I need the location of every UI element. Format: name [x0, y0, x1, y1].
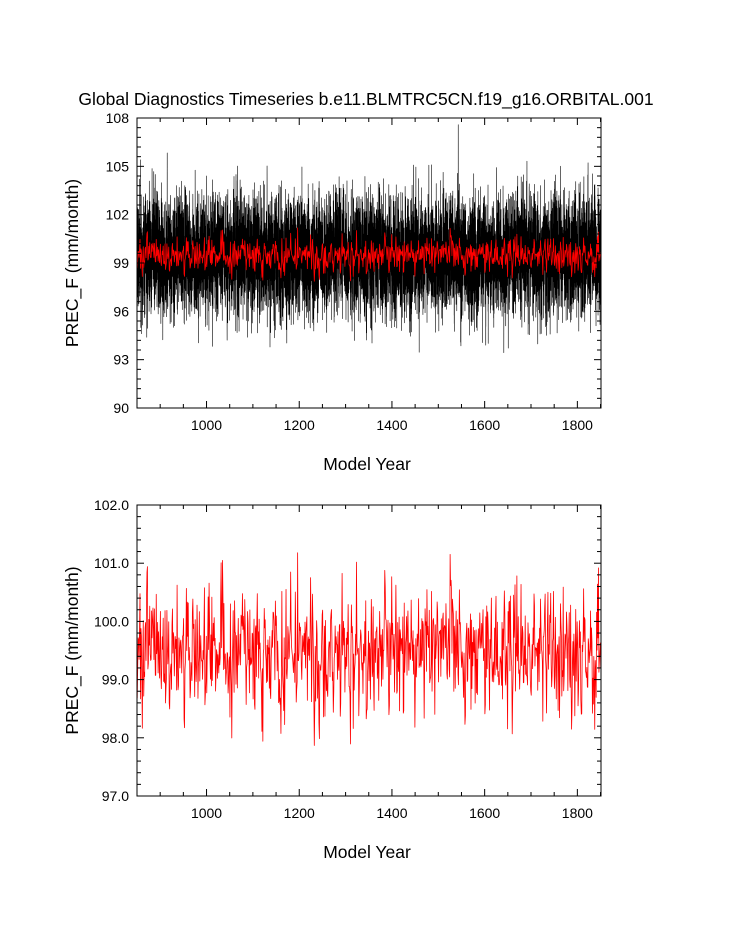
x-axis-label: Model Year: [323, 842, 411, 862]
x-tick-label: 1200: [284, 417, 315, 433]
y-tick-label: 90: [113, 400, 129, 416]
x-tick-label: 1000: [191, 805, 222, 821]
y-axis-label: PREC_F (mm/month): [62, 566, 83, 734]
y-tick-label: 100.0: [94, 613, 129, 629]
y-axis-label: PREC_F (mm/month): [62, 179, 83, 347]
y-tick-label: 93: [113, 352, 129, 368]
y-tick-label: 108: [106, 110, 130, 126]
series-line-monthly: [137, 124, 601, 353]
y-tick-label: 98.0: [102, 730, 129, 746]
y-tick-label: 105: [106, 158, 130, 174]
y-tick-label: 102.0: [94, 497, 129, 513]
y-tick-label: 96: [113, 303, 129, 319]
x-tick-label: 1400: [376, 805, 407, 821]
top-panel: 1000 1200 1400 1600 1800 90 93 96 99 102 105 108 Mod…: [62, 110, 602, 474]
y-tick-label: 99: [113, 255, 129, 271]
x-tick-label: 1000: [191, 417, 222, 433]
x-tick-label: 1600: [469, 417, 500, 433]
series-line-annual-mean: [137, 227, 601, 282]
y-tick-label: 101.0: [94, 555, 129, 571]
chart-title: Global Diagnostics Timeseries b.e11.BLMT…: [78, 89, 653, 110]
x-tick-label: 1800: [562, 417, 593, 433]
x-tick-label: 1600: [469, 805, 500, 821]
y-tick-label: 97.0: [102, 788, 129, 804]
x-axis-label: Model Year: [323, 454, 411, 474]
bottom-panel: 1000 1200 1400 1600 1800 97.0 98.0 99.0 100.0 101…: [62, 497, 602, 862]
x-tick-label: 1400: [376, 417, 407, 433]
series-line-annual-mean: [137, 552, 601, 746]
y-tick-label: 102: [106, 207, 130, 223]
x-tick-label: 1800: [562, 805, 593, 821]
y-tick-label: 99.0: [102, 672, 129, 688]
x-tick-label: 1200: [284, 805, 315, 821]
